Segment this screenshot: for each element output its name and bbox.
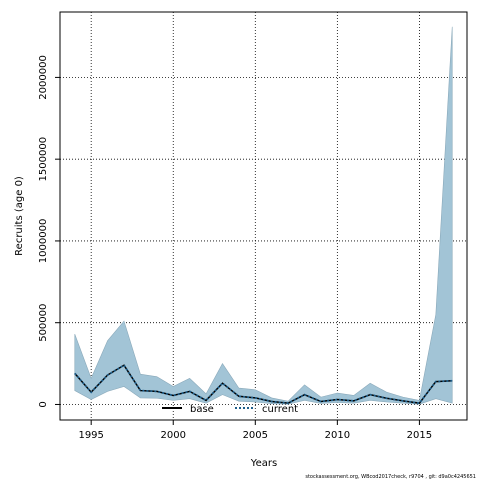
- x-tick-label: 2015: [407, 430, 432, 441]
- y-tick-label: 1000000: [38, 219, 49, 264]
- y-axis: 0 500000 1000000 1500000 2000000: [38, 55, 60, 408]
- grid-lines: [60, 12, 467, 420]
- x-tick-label: 2010: [325, 430, 350, 441]
- x-axis-title: Years: [250, 458, 277, 469]
- confidence-band: [74, 26, 453, 405]
- y-tick-label: 0: [38, 401, 49, 407]
- y-tick-label: 2000000: [38, 55, 49, 100]
- x-tick-label: 1995: [78, 430, 103, 441]
- legend: base current: [162, 404, 298, 415]
- x-tick-label: 2000: [161, 430, 186, 441]
- plot-frame: [59, 11, 468, 421]
- y-tick-label: 500000: [38, 304, 49, 342]
- series-line-current: [74, 364, 453, 405]
- y-tick-label: 1500000: [38, 137, 49, 182]
- footer-note: stockassessment.org, WBcod2017check, r97…: [305, 474, 476, 480]
- x-axis: 1995 2000 2005 2010 2015: [78, 420, 432, 441]
- legend-label-current: current: [262, 404, 298, 415]
- legend-label-base: base: [190, 404, 214, 415]
- y-axis-title: Recruits (age 0): [14, 176, 25, 256]
- x-tick-label: 2005: [243, 430, 268, 441]
